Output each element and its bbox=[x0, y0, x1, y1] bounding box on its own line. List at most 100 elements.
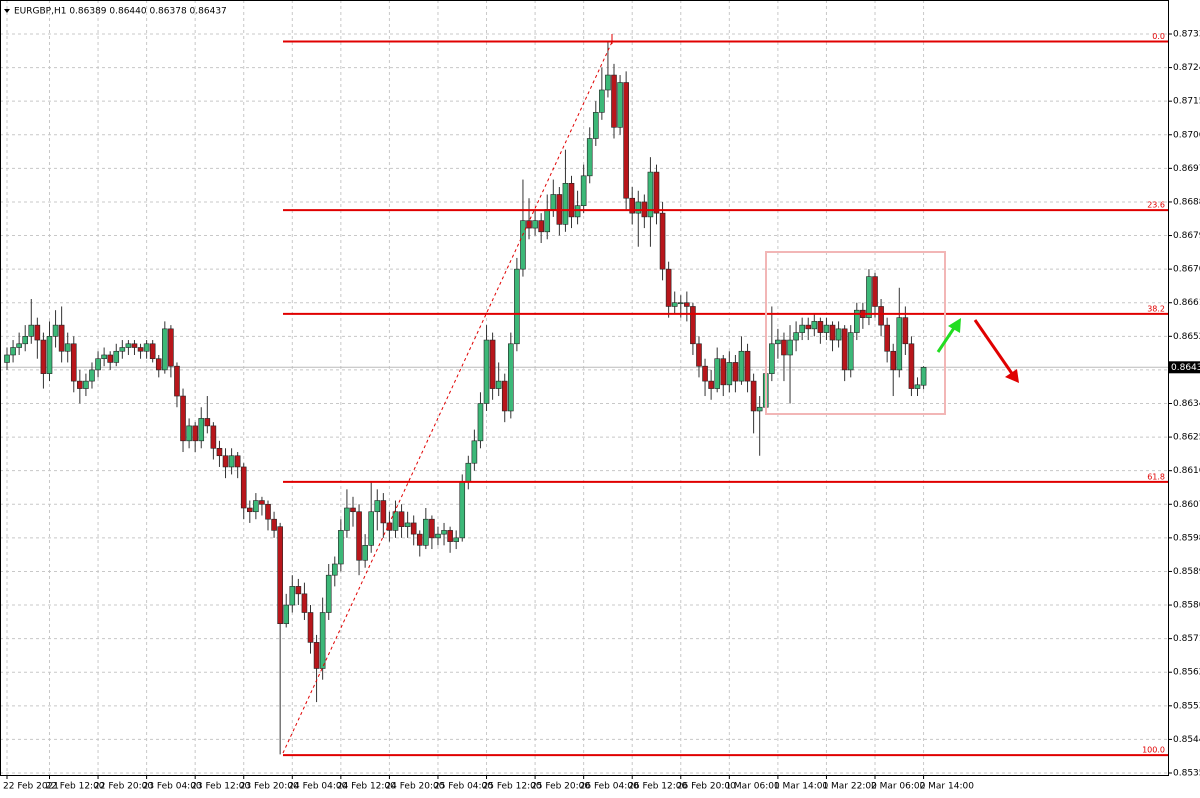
y-tick-label: 0.85710 bbox=[1173, 634, 1200, 644]
x-tick-label: 23 Feb 20:00 bbox=[240, 782, 299, 792]
candle-body bbox=[501, 380, 508, 412]
candle-body bbox=[10, 347, 16, 356]
up-arrow bbox=[936, 318, 961, 353]
x-tick-label: 26 Feb 20:00 bbox=[677, 782, 736, 792]
candle-body bbox=[483, 339, 490, 404]
candle-body bbox=[28, 324, 35, 337]
candle-body bbox=[368, 511, 375, 546]
candle-body bbox=[635, 201, 642, 214]
candle-body bbox=[811, 321, 818, 330]
candle-body bbox=[550, 194, 557, 210]
candle-body bbox=[247, 507, 253, 513]
candle-body bbox=[592, 112, 599, 139]
candle-body bbox=[611, 74, 617, 128]
candle-body bbox=[289, 586, 296, 606]
candle-body bbox=[489, 339, 496, 389]
y-tick-label: 0.86700 bbox=[1173, 265, 1200, 275]
candle-body bbox=[52, 324, 59, 337]
candle-body bbox=[204, 418, 211, 427]
candle-body bbox=[459, 481, 466, 539]
candle-body bbox=[738, 350, 745, 382]
marks: 0.0 23.6 38.2 61.8 100.0 bbox=[4, 32, 1168, 757]
x-tick-label: 25 Feb 12:00 bbox=[483, 782, 542, 792]
candle-body bbox=[653, 171, 660, 214]
candle-body bbox=[769, 343, 775, 374]
candle-body bbox=[283, 604, 290, 625]
candle-body bbox=[101, 354, 107, 360]
candle-body bbox=[866, 276, 872, 318]
candle-body bbox=[210, 425, 217, 449]
y-tick-label: 0.85530 bbox=[1173, 701, 1200, 711]
candle-body bbox=[344, 507, 350, 531]
plot-frame bbox=[0, 0, 1169, 776]
fib-label: 0.0 bbox=[1152, 32, 1165, 41]
candle-body bbox=[659, 212, 666, 270]
candle-body bbox=[781, 339, 787, 356]
candle-body bbox=[732, 362, 739, 382]
candle-body bbox=[162, 328, 168, 371]
fib-trend-line bbox=[282, 41, 613, 754]
x-tick-label: 1 Mar 22:00 bbox=[822, 782, 877, 792]
candle-body bbox=[228, 455, 235, 468]
candle-body bbox=[902, 317, 909, 345]
x-tick-label: 22 Feb 12:00 bbox=[45, 782, 104, 792]
candle-body bbox=[677, 302, 684, 305]
candle-body bbox=[137, 347, 144, 352]
y-tick-label: 0.85620 bbox=[1173, 668, 1200, 678]
candle-body bbox=[22, 336, 29, 345]
candle-body bbox=[356, 511, 362, 561]
fib-label: 61.8 bbox=[1147, 472, 1165, 481]
y-tick-label: 0.86250 bbox=[1173, 433, 1200, 443]
candle-body bbox=[307, 612, 314, 643]
candle-body bbox=[410, 522, 417, 535]
candle-body bbox=[793, 332, 799, 341]
x-tick-label: 23 Feb 04:00 bbox=[143, 782, 202, 792]
candle-body bbox=[599, 89, 605, 113]
candle-body bbox=[398, 511, 405, 527]
candle-body bbox=[847, 332, 854, 371]
candle-body bbox=[362, 545, 368, 561]
candle-body bbox=[884, 324, 890, 352]
candle-body bbox=[240, 466, 247, 509]
candle-body bbox=[471, 440, 478, 464]
candle-body bbox=[186, 425, 192, 442]
candle-body bbox=[532, 220, 538, 229]
candle-body bbox=[392, 511, 399, 531]
candle-body bbox=[331, 563, 338, 576]
candle-body bbox=[234, 455, 241, 468]
x-tick-label: 25 Feb 04:00 bbox=[434, 782, 493, 792]
candle-body bbox=[623, 82, 629, 199]
candle-body bbox=[83, 380, 89, 389]
candle-body bbox=[34, 324, 41, 341]
candle-body bbox=[168, 328, 174, 367]
candle-body bbox=[429, 518, 435, 539]
candle-body bbox=[416, 533, 423, 546]
candle-body bbox=[714, 358, 720, 389]
x-tick-label: 2 Mar 14:00 bbox=[920, 782, 975, 792]
candle-body bbox=[46, 336, 53, 374]
down-arrow bbox=[973, 319, 1019, 383]
candle-body bbox=[744, 350, 751, 382]
x-tick-label: 26 Feb 12:00 bbox=[628, 782, 687, 792]
candle-body bbox=[119, 347, 126, 352]
candle-body bbox=[665, 268, 672, 307]
chart-title: EURGBP,H1 0.86389 0.86440 0.86378 0.8643… bbox=[14, 7, 227, 17]
candle-body bbox=[174, 365, 180, 397]
y-tick-label: 0.87240 bbox=[1173, 63, 1200, 73]
candle-body bbox=[526, 220, 532, 229]
candle-body bbox=[823, 324, 830, 333]
candle-body bbox=[77, 380, 83, 389]
candle-body bbox=[726, 362, 733, 386]
candle-body bbox=[70, 343, 77, 382]
candle-body bbox=[131, 343, 138, 348]
candle-body bbox=[647, 171, 654, 218]
y-tick-label: 0.87150 bbox=[1173, 97, 1200, 107]
x-tick-label: 24 Feb 12:00 bbox=[337, 782, 396, 792]
candle-body bbox=[508, 343, 514, 412]
fib-label: 100.0 bbox=[1142, 746, 1165, 755]
candle-body bbox=[198, 418, 205, 442]
x-tick-label: 1 Mar 14:00 bbox=[774, 782, 829, 792]
grid bbox=[0, 0, 1168, 775]
candle-body bbox=[756, 406, 763, 412]
